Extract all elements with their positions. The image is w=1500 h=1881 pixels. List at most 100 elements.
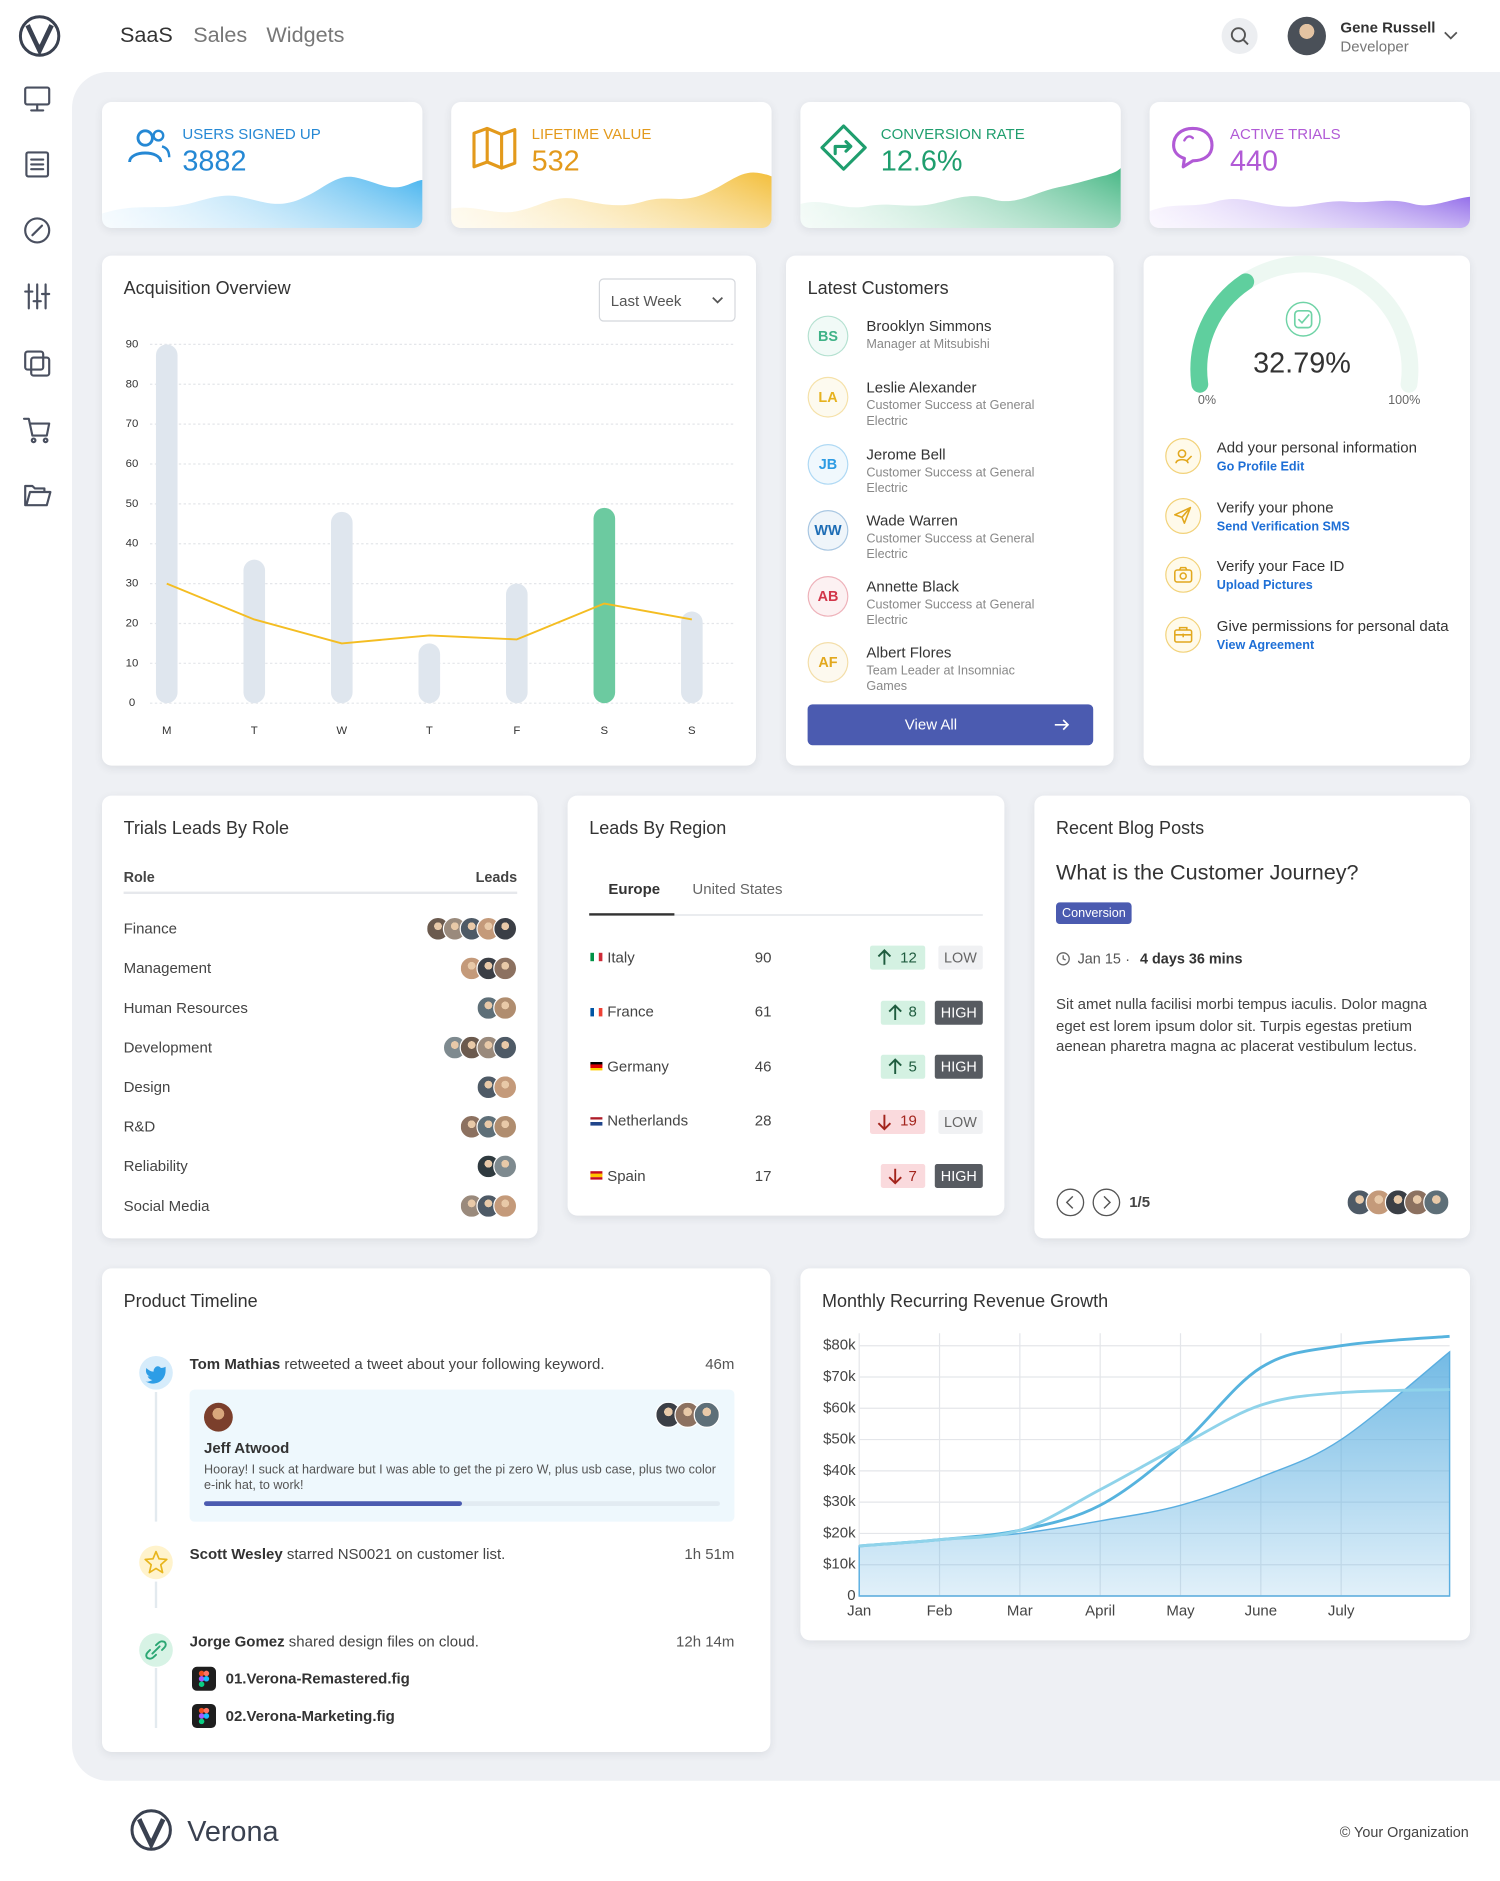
shape [1065, 1195, 1074, 1209]
stat-wave [102, 176, 423, 229]
timeline-actor: Tom Mathias [189, 1356, 281, 1373]
pager-prev[interactable] [1056, 1188, 1085, 1217]
nav-icon-dashboard[interactable] [24, 86, 51, 112]
stat-card: USERS SIGNED UP 3882 [102, 102, 423, 229]
user-role: Developer [1340, 37, 1409, 55]
column-header: Leads [475, 868, 518, 886]
region-country: France [607, 1003, 654, 1021]
blog-headline[interactable]: What is the Customer Journey? [1056, 860, 1359, 885]
period-select-value: Last Week [610, 292, 682, 309]
card-title: Trials Leads By Role [123, 818, 290, 839]
task-link[interactable]: Go Profile Edit [1216, 459, 1305, 474]
role-name: Social Media [123, 1197, 210, 1214]
customer-avatar: AB [807, 576, 849, 617]
search-button[interactable] [1221, 18, 1258, 55]
stat-wave [1149, 196, 1470, 229]
task-icon [1174, 506, 1192, 524]
customer-name: Leslie Alexander [866, 378, 977, 396]
change-badge [870, 945, 926, 970]
timeline-actor: Scott Wesley [189, 1545, 283, 1563]
region-country: Netherlands [607, 1112, 689, 1130]
pager-next[interactable] [1092, 1188, 1121, 1217]
pager-count: 1/5 [1129, 1193, 1151, 1211]
timeline-time: 12h 14m [676, 1632, 735, 1650]
shape [198, 1681, 205, 1687]
shape [144, 1550, 168, 1574]
trend-arrow [877, 1114, 892, 1130]
shape [833, 140, 853, 156]
shape [1056, 1188, 1085, 1217]
role-name: Reliability [123, 1157, 188, 1175]
nav-icon-docs[interactable] [25, 151, 50, 178]
shape [1054, 719, 1070, 731]
footer-logo [130, 1809, 172, 1851]
flag-stripe [590, 1062, 603, 1065]
stat-value: 12.6% [880, 144, 963, 178]
region-tab[interactable]: Europe [608, 880, 661, 898]
timeline-text: Tom Mathias retweeted a tweet about your… [190, 1355, 605, 1374]
customer-name: Wade Warren [866, 511, 958, 529]
nav-icon-compass[interactable] [24, 217, 51, 244]
region-tab[interactable]: United States [692, 880, 783, 898]
shape [30, 158, 45, 171]
stat-card: CONVERSION RATE 12.6% [800, 102, 1121, 229]
timeline-action: starred NS0021 on customer list. [282, 1545, 506, 1563]
shape [1177, 449, 1187, 458]
nav-icon-sliders[interactable] [24, 283, 51, 310]
role-name: Design [123, 1078, 171, 1095]
period-select[interactable] [598, 278, 736, 322]
task-link[interactable]: Upload Pictures [1216, 578, 1313, 593]
shape [24, 283, 51, 310]
task-icon [1174, 566, 1193, 583]
user-menu-chevron[interactable] [1444, 31, 1458, 41]
shape [1174, 629, 1193, 643]
shape [1183, 135, 1195, 142]
logo[interactable] [18, 14, 61, 57]
customer-role: Manager at Mitsubishi [866, 337, 990, 352]
nav-icon-cart[interactable] [22, 417, 51, 444]
avatar [493, 996, 518, 1021]
shape [877, 949, 892, 965]
task-icon-circle [1165, 438, 1202, 475]
tweet-text: Hooray! I suck at hardware but I was abl… [204, 1462, 716, 1493]
stat-icon [820, 124, 867, 171]
shape [137, 1818, 166, 1850]
shape [1172, 126, 1214, 169]
change-value: 8 [908, 1003, 917, 1021]
stat-icon [128, 129, 171, 163]
timeline-time: 46m [705, 1355, 735, 1373]
blog-separator: . [1125, 947, 1130, 965]
nav-item[interactable]: Widgets [266, 23, 345, 48]
shape [22, 417, 51, 437]
view-all-button[interactable] [807, 704, 1094, 746]
level-badge: HIGH [934, 1000, 983, 1025]
nav-item[interactable]: Sales [193, 23, 248, 48]
nav-icon-folder[interactable] [24, 484, 52, 507]
level-badge: HIGH [934, 1054, 983, 1079]
timeline-text: Jorge Gomez shared design files on cloud… [190, 1632, 479, 1651]
stat-icon [472, 126, 517, 170]
task-link[interactable]: Send Verification SMS [1216, 519, 1350, 534]
flag-stripe [590, 1064, 603, 1068]
figma-icon [192, 1666, 217, 1691]
customer-name: Albert Flores [866, 643, 952, 661]
user-avatar[interactable] [1287, 16, 1326, 56]
role-name: Development [123, 1038, 212, 1056]
file-name[interactable]: 02.Verona-Marketing.fig [225, 1707, 395, 1724]
sidebar [22, 86, 52, 507]
card-title: Recent Blog Posts [1056, 818, 1205, 839]
task-link[interactable]: View Agreement [1216, 638, 1315, 653]
shape [141, 1818, 153, 1838]
region-country: Germany [607, 1057, 669, 1075]
customer-name: Brooklyn Simmons [866, 317, 992, 335]
clock-icon [1056, 952, 1070, 966]
stat-label: CONVERSION RATE [880, 125, 1025, 143]
shape [161, 145, 171, 158]
nav-icon-copy[interactable] [24, 350, 51, 377]
avatar [493, 1035, 518, 1060]
card-title: Leads By Region [589, 818, 727, 839]
nav-item[interactable]: SaaS [120, 23, 173, 48]
region-value: 90 [754, 948, 772, 966]
file-name[interactable]: 01.Verona-Remastered.fig [225, 1669, 410, 1687]
customer-role: Customer Success at General Electric [866, 531, 1035, 561]
